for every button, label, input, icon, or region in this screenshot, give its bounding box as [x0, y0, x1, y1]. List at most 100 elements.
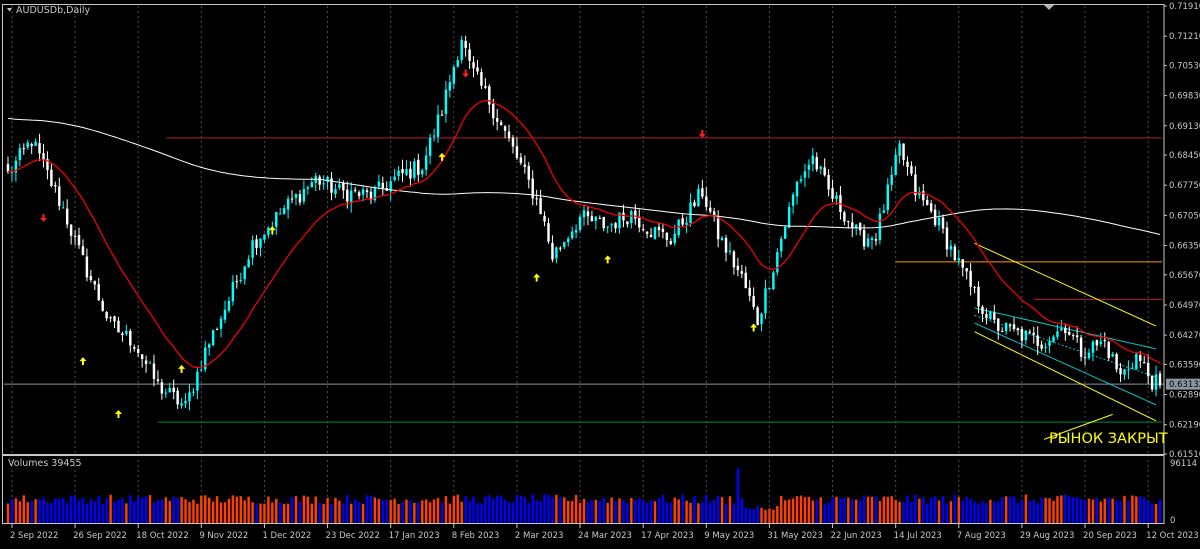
- volume-bar: [945, 503, 949, 523]
- candle-body: [854, 224, 858, 228]
- volume-bar: [413, 502, 416, 523]
- candle-body: [432, 135, 436, 137]
- volume-bar: [973, 501, 976, 523]
- volume-bar: [271, 502, 274, 523]
- candle-body: [495, 118, 499, 122]
- candle-body: [748, 287, 751, 296]
- volume-bar: [1020, 499, 1024, 523]
- volume-bar: [334, 497, 337, 523]
- volume-bar: [965, 496, 968, 523]
- fractal-up-arrow-icon: [268, 226, 276, 235]
- channel-upper-line[interactable]: [974, 242, 1157, 327]
- candle-body: [223, 309, 227, 320]
- candle-body: [535, 198, 538, 200]
- volume-bar: [286, 503, 290, 523]
- volume-bar: [397, 503, 400, 523]
- candle-body: [176, 390, 179, 405]
- candle-body: [598, 217, 602, 219]
- volume-bar: [926, 503, 929, 523]
- volume-bar: [290, 497, 294, 523]
- candle-body: [973, 287, 976, 289]
- volume-bar: [957, 497, 961, 523]
- volume-bar: [346, 495, 349, 523]
- scroll-shift-triangle-icon[interactable]: [1044, 5, 1054, 10]
- candle-body: [681, 218, 684, 225]
- candle-body: [365, 190, 369, 193]
- volume-bar: [350, 503, 353, 523]
- candle-body: [977, 286, 980, 307]
- candle-body: [460, 39, 463, 61]
- candle-body: [180, 403, 183, 406]
- volume-bar: [614, 500, 617, 523]
- volume-bar: [267, 496, 270, 523]
- candle-body: [69, 224, 73, 236]
- volume-bar: [961, 500, 964, 523]
- candle-body: [6, 164, 10, 172]
- chart-menu-triangle-icon[interactable]: [7, 8, 12, 12]
- channel-lower-line[interactable]: [974, 331, 1157, 422]
- candle-body: [874, 239, 878, 241]
- candle-body: [350, 190, 353, 204]
- volume-bar: [34, 499, 37, 523]
- volume-bar: [981, 501, 984, 523]
- channel-extension-line[interactable]: [1043, 413, 1113, 440]
- volume-bar: [918, 498, 921, 523]
- volume-bar: [780, 495, 783, 523]
- volume-bar: [133, 501, 136, 523]
- candle-body: [768, 288, 771, 290]
- slow-moving-average-line: [7, 117, 1161, 235]
- volume-bar: [361, 503, 365, 523]
- volume-bar: [77, 501, 81, 523]
- candle-body: [38, 143, 41, 154]
- volume-bar: [1154, 503, 1158, 523]
- candle-body: [334, 189, 337, 195]
- fractal-arrows: [40, 69, 758, 419]
- volume-bar: [381, 500, 385, 523]
- volume-bar: [847, 497, 850, 523]
- volume-bar: [223, 502, 227, 523]
- channel-inner-lower-line[interactable]: [974, 322, 1157, 406]
- volume-bar: [69, 495, 73, 523]
- candle-body: [243, 266, 246, 280]
- candle-body: [369, 191, 373, 200]
- price-tick-label: 0.61510: [1169, 450, 1200, 460]
- candle-body: [428, 137, 432, 156]
- volume-bar: [207, 497, 211, 523]
- volume-bar: [172, 496, 175, 523]
- candle-body: [1060, 328, 1063, 331]
- candle-body: [1119, 368, 1122, 375]
- candle-body: [606, 226, 609, 228]
- volume-bar: [570, 501, 574, 523]
- volume-bar: [251, 502, 254, 523]
- volume-bar: [997, 501, 1000, 523]
- candle-body: [129, 330, 132, 346]
- volume-bar: [787, 499, 791, 523]
- candle-body: [783, 226, 787, 239]
- volume-bar: [1008, 496, 1012, 523]
- candle-body: [570, 231, 574, 239]
- candle-body: [657, 227, 661, 231]
- volume-bar: [353, 499, 357, 523]
- volume-bar: [1024, 494, 1028, 523]
- candle-body: [81, 246, 85, 255]
- current-price-value: 0.63132: [1169, 380, 1200, 390]
- time-tick-label: 26 Sep 2022: [73, 531, 127, 541]
- volume-bar: [235, 496, 239, 523]
- candle-body: [298, 194, 302, 203]
- candle-body: [626, 221, 629, 225]
- volume-bar: [105, 498, 108, 523]
- volume-bar: [803, 497, 807, 523]
- volume-bar: [752, 508, 755, 523]
- volume-bar: [428, 502, 432, 523]
- candle-body: [653, 227, 657, 239]
- candle-body: [1079, 337, 1083, 357]
- volume-bar: [673, 497, 676, 523]
- candle-body: [1068, 331, 1071, 335]
- volume-bar: [164, 497, 168, 523]
